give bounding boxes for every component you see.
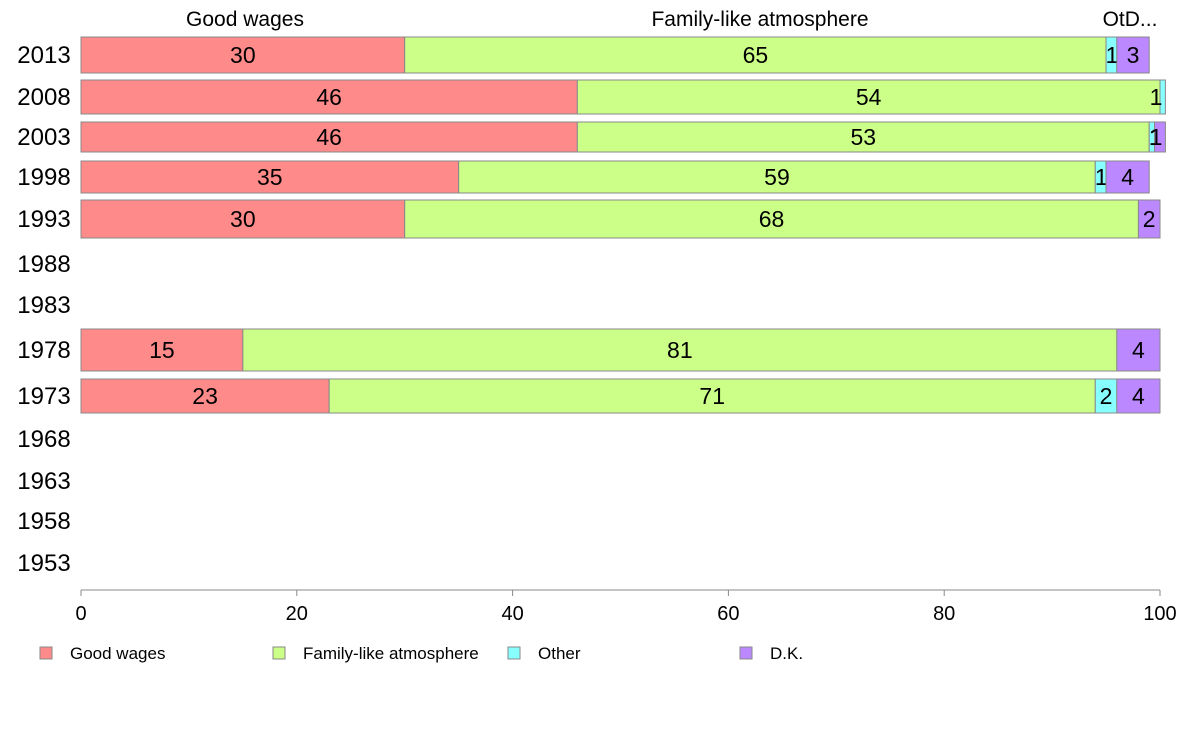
- bar-segment: [80, 328, 244, 372]
- legend-label: Good wages: [70, 644, 165, 663]
- top-series-label: OtD...: [1103, 8, 1158, 31]
- bar-value-label: 53: [850, 124, 876, 150]
- bar-value-label: 30: [230, 42, 256, 68]
- bar-segment: [576, 121, 1150, 153]
- y-tick-label: 2008: [17, 84, 70, 111]
- bar-value-label: 68: [759, 206, 785, 232]
- bar-segment: [1116, 328, 1161, 372]
- bar-value-label: 30: [230, 206, 256, 232]
- x-tick-label: 20: [286, 603, 308, 625]
- y-tick-label: 1973: [17, 383, 70, 410]
- bar-value-label: 2: [1100, 383, 1113, 409]
- y-tick-label: 2013: [17, 42, 70, 69]
- bar-value-label: 59: [764, 164, 790, 190]
- bar-value-label: 4: [1132, 383, 1145, 409]
- bar-value-label: 1: [1150, 124, 1163, 150]
- bar-value-label: 4: [1132, 337, 1145, 363]
- bar-segment: [404, 36, 1107, 74]
- x-tick-label: 60: [717, 603, 739, 625]
- y-tick-label: 1963: [17, 468, 70, 495]
- x-tick-label: 40: [501, 603, 523, 625]
- bar-value-label: 4: [1121, 164, 1134, 190]
- top-series-label: Good wages: [186, 8, 304, 31]
- bar-segment: [80, 378, 330, 414]
- bar-value-label: 1: [1106, 42, 1119, 68]
- legend-swatch: [507, 646, 521, 660]
- x-tick-label: 0: [75, 603, 86, 625]
- bar-segment: [1116, 378, 1161, 414]
- bar-value-label: 23: [192, 383, 218, 409]
- bar-value-label: 71: [699, 383, 725, 409]
- legend-label: D.K.: [770, 644, 803, 663]
- top-series-label: Family-like atmosphere: [651, 8, 868, 31]
- legend-swatch: [39, 646, 53, 660]
- y-tick-label: 1978: [17, 337, 70, 364]
- bar-value-label: 1: [1150, 84, 1163, 110]
- bar-segment: [1159, 79, 1166, 115]
- bar-segment: [1105, 160, 1150, 194]
- bar-segment: [80, 160, 460, 194]
- legend-label: Family-like atmosphere: [303, 644, 479, 663]
- y-tick-label: 2003: [17, 124, 70, 151]
- bar-segment: [1116, 36, 1150, 74]
- y-tick-label: 1988: [17, 251, 70, 278]
- y-tick-label: 1953: [17, 550, 70, 577]
- bar-value-label: 54: [856, 84, 882, 110]
- bar-segment: [80, 36, 406, 74]
- bar-segment: [458, 160, 1096, 194]
- bar-segment: [1137, 199, 1161, 239]
- bar-segment: [328, 378, 1096, 414]
- y-tick-label: 1983: [17, 292, 70, 319]
- bar-segment: [404, 199, 1139, 239]
- bar-value-label: 46: [316, 84, 342, 110]
- x-tick-label: 80: [933, 603, 955, 625]
- legend-swatch: [739, 646, 753, 660]
- bar-segment: [80, 121, 578, 153]
- y-tick-label: 1993: [17, 206, 70, 233]
- bar-value-label: 35: [257, 164, 283, 190]
- y-tick-label: 1968: [17, 426, 70, 453]
- bar-segment: [80, 79, 578, 115]
- bar-value-label: 81: [667, 337, 693, 363]
- y-tick-label: 1998: [17, 164, 70, 191]
- legend-label: Other: [538, 644, 581, 663]
- bar-value-label: 1: [1095, 164, 1108, 190]
- bar-segment: [576, 79, 1161, 115]
- x-tick-label: 100: [1143, 603, 1176, 625]
- y-tick-label: 1958: [17, 508, 70, 535]
- bar-value-label: 3: [1127, 42, 1140, 68]
- bar-value-label: 2: [1143, 206, 1156, 232]
- bar-segment: [1154, 121, 1166, 153]
- bar-segment: [242, 328, 1118, 372]
- bar-value-label: 46: [316, 124, 342, 150]
- bar-value-label: 65: [743, 42, 769, 68]
- legend-swatch: [272, 646, 286, 660]
- bar-value-label: 15: [149, 337, 175, 363]
